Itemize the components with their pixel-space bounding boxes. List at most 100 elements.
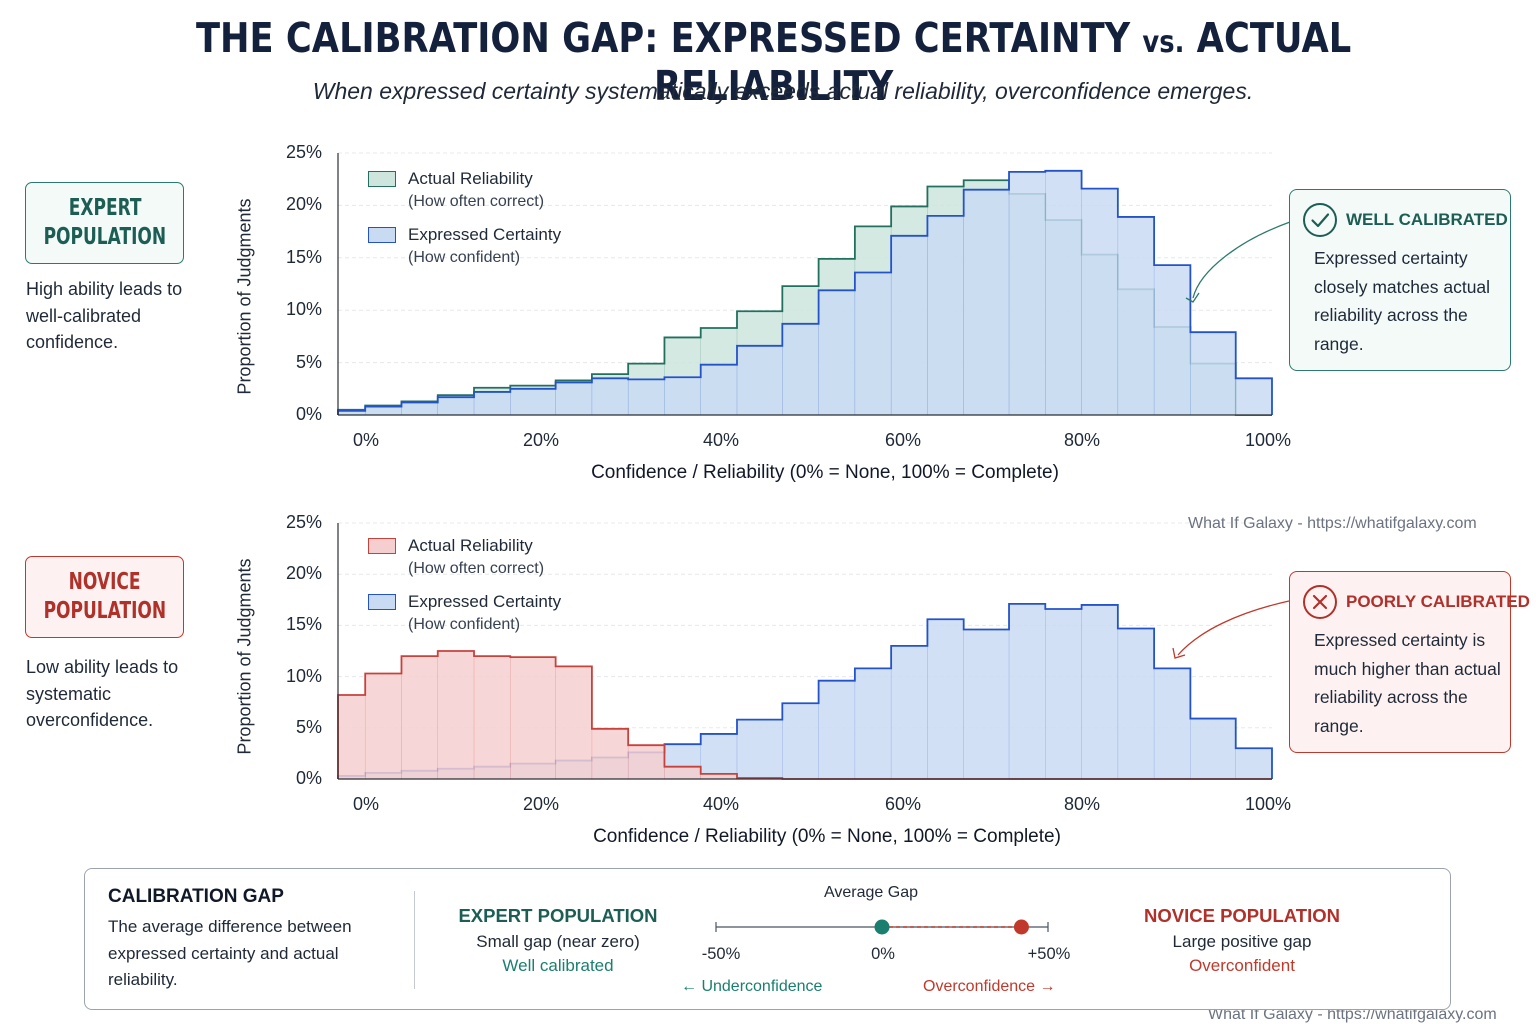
legend-swatch-reliability [368,171,396,187]
expert-x-tick-label: 0% [352,430,379,450]
novice-x-tick-label: 100% [1244,794,1292,814]
expert-bar-certainty [1081,188,1118,415]
novice-bar-reliability [555,666,592,779]
legend-sub-certainty: (How confident) [408,616,521,633]
watermark-bottom: What If Galaxy - https://whatifgalaxy.co… [1208,1006,1497,1023]
callout-title: POORLY CALIBRATED [1346,592,1530,611]
calibration-gap-panel: CALIBRATION GAP The average difference b… [84,868,1451,1010]
novice-x-tick-label: 20% [522,794,560,814]
expert-y-tick-label: 5% [295,351,322,372]
legend-label-certainty: Expressed Certainty [408,225,562,244]
expert-bar-certainty [927,215,964,415]
novice-bar-certainty [1009,603,1046,779]
novice-bar-reliability [700,773,737,779]
legend-sub-certainty: (How confident) [408,249,521,266]
expert-y-tick-label: 20% [285,194,322,215]
expert-y-axis-label: Proportion of Judgments [234,198,255,395]
gap-scale-tick-label: -50% [701,945,741,963]
expert-bar-certainty [338,410,366,415]
novice-bar-certainty [1045,609,1082,779]
novice-bar-certainty [963,629,1010,779]
expert-bar-certainty [1235,378,1272,415]
legend-swatch-certainty [368,594,396,610]
gap-expert-line2: Well calibrated [502,956,614,975]
expert-bar-certainty [700,364,737,415]
callout-description: Expressed certainty is much higher than … [1314,630,1501,736]
callout-description: Expressed certainty closely matches actu… [1314,248,1491,354]
novice-bar-certainty [1190,718,1236,779]
underconfidence-label: ← Underconfidence [681,978,823,995]
expert-x-axis-label: Confidence / Reliability (0% = None, 100… [591,462,1059,483]
novice-y-tick-label: 10% [285,665,322,686]
gap-novice-heading: NOVICE POPULATION [1144,905,1340,926]
novice-y-tick-label: 0% [295,768,322,788]
novice-bar-reliability [591,728,629,779]
overconfidence-label: Overconfidence → [923,978,1056,995]
expert-bar-certainty [474,391,511,415]
callout-title: WELL CALIBRATED [1346,210,1508,229]
expert-bar-certainty [854,272,892,415]
poorly-calibrated-arrow [1177,600,1290,656]
gap-scale-tick-label: +50% [1027,945,1071,963]
gap-scale-title: Average Gap [824,884,918,901]
expert-bar-certainty [1045,170,1082,415]
check-circle-icon [1303,203,1337,237]
novice-population-badge: NOVICE POPULATION [25,556,184,638]
expert-bar-certainty [736,345,783,415]
novice-bar-certainty [1154,668,1191,779]
legend-label-certainty: Expressed Certainty [408,592,562,611]
novice-bar-certainty [1235,748,1272,779]
novice-x-tick-label: 80% [1063,794,1101,814]
gap-panel-description: The average difference between expressed… [108,917,352,989]
legend-swatch-certainty [368,227,396,243]
expert-bar-certainty [891,235,928,415]
expert-bar-certainty [1009,171,1046,415]
novice-bar-reliability [474,656,511,779]
novice-y-tick-label: 20% [285,563,322,584]
novice-bar-reliability [510,657,556,779]
expert-x-tick-label: 20% [522,430,560,450]
novice-bar-reliability [401,656,438,779]
expert-bar-certainty [782,323,819,415]
gap-novice-line2: Overconfident [1189,956,1295,975]
expert-bar-certainty [818,290,855,415]
novice-x-tick-label: 40% [702,794,740,814]
watermark-mid: What If Galaxy - https://whatifgalaxy.co… [1188,515,1477,532]
expert-legend: Actual Reliability (How often correct) E… [368,167,598,277]
novice-y-tick-label: 15% [285,614,322,635]
well-calibrated-arrow [1192,221,1291,299]
novice-bar-certainty [782,703,819,779]
poorly-calibrated-arrowhead [1172,647,1186,659]
expert-description: High ability leads to well-calibrated co… [26,279,183,352]
expert-bar-certainty [510,388,556,415]
expert-bar-certainty [1154,265,1191,415]
novice-description: Low ability leads to systematic overconf… [26,657,179,730]
well-calibrated-arrowhead [1185,292,1200,303]
novice-x-tick-label: 60% [884,794,922,814]
novice-bar-certainty [700,733,737,779]
expert-y-tick-label: 10% [285,299,322,320]
novice-x-tick-label: 0% [352,794,379,814]
novice-y-tick-label: 25% [285,512,322,532]
gap-expert-heading: EXPERT POPULATION [458,905,658,926]
novice-bar-certainty [927,619,964,779]
novice-bar-certainty [736,719,783,779]
novice-bar-reliability [628,745,665,779]
expert-x-tick-label: 60% [884,430,922,450]
expert-x-tick-label: 80% [1063,430,1101,450]
expert-x-tick-label: 40% [702,430,740,450]
novice-bar-certainty [854,668,892,779]
x-circle-icon [1303,585,1337,619]
novice-bar-reliability [365,673,402,779]
page-title: THE CALIBRATION GAP: EXPRESSED CERTAINTY… [195,14,1352,110]
novice-y-axis-label: Proportion of Judgments [234,558,255,755]
expert-bar-certainty [963,189,1010,415]
expert-bar-certainty [591,378,629,415]
novice-bar-certainty [1081,604,1118,779]
novice-bar-certainty [1117,628,1155,779]
gap-novice-line1: Large positive gap [1172,932,1312,951]
gap-panel-divider [414,891,415,989]
novice-y-tick-label: 5% [295,716,322,737]
expert-bar-certainty [1190,332,1236,415]
